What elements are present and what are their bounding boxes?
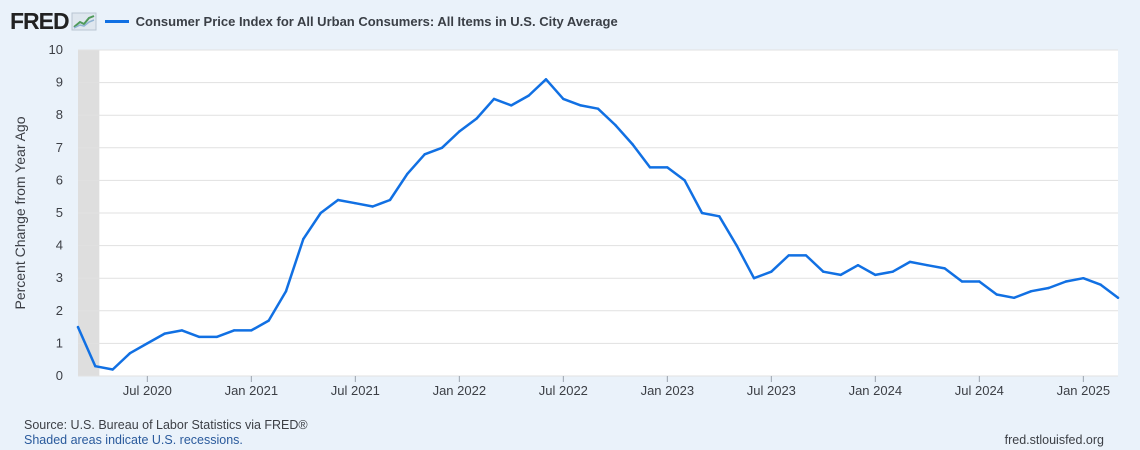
x-tick-label: Jan 2024 <box>849 383 903 398</box>
data-point <box>475 117 478 120</box>
x-tick-label: Jul 2021 <box>331 383 380 398</box>
data-point <box>354 202 357 205</box>
data-point <box>76 325 80 329</box>
data-point <box>960 280 964 283</box>
data-point <box>856 264 860 267</box>
data-point <box>1047 286 1050 290</box>
data-point <box>319 211 322 215</box>
data-point <box>579 104 582 107</box>
data-point <box>232 329 236 332</box>
data-point <box>302 237 305 241</box>
y-tick-label: 5 <box>56 205 63 220</box>
x-tick-label: Jan 2023 <box>641 383 695 398</box>
line-chart: 0 1 2 3 4 5 6 7 8 9 10 Jul 2020 Jan 2021 Jul 2021 Jan… <box>12 42 1120 398</box>
data-points <box>76 78 1120 371</box>
data-point <box>146 342 149 345</box>
legend-line-swatch <box>104 19 129 23</box>
data-point <box>874 273 877 277</box>
data-point <box>198 335 201 339</box>
data-point <box>943 267 946 270</box>
data-point <box>423 153 426 156</box>
y-tick-label: 0 <box>56 368 63 383</box>
x-tick-label: Jan 2021 <box>225 383 279 398</box>
data-point <box>1082 277 1085 280</box>
data-point <box>908 260 912 264</box>
data-point <box>596 107 600 110</box>
y-axis-ticks: 0 1 2 3 4 5 6 7 8 9 10 <box>49 42 63 383</box>
y-axis-label: Percent Change from Year Ago <box>12 116 28 309</box>
data-point <box>683 179 686 182</box>
recession-note: Shaded areas indicate U.S. recessions. <box>24 433 243 447</box>
data-point <box>406 172 409 176</box>
data-point <box>631 143 634 146</box>
x-tick-label: Jul 2020 <box>123 383 172 398</box>
data-point <box>492 97 496 101</box>
data-point <box>94 365 97 368</box>
data-point <box>1064 280 1068 283</box>
data-point <box>926 264 929 267</box>
data-point <box>804 254 808 257</box>
data-point <box>700 211 704 215</box>
data-point <box>1030 290 1033 293</box>
data-point <box>215 335 218 339</box>
data-point <box>614 123 617 127</box>
x-tick-label: Jul 2024 <box>955 383 1004 398</box>
y-tick-label: 8 <box>56 107 63 122</box>
data-point <box>839 273 842 277</box>
fred-graph-icon <box>71 12 97 31</box>
data-point <box>562 97 565 101</box>
y-tick-label: 10 <box>49 42 63 57</box>
data-point <box>1012 296 1016 299</box>
data-point <box>770 270 773 273</box>
y-tick-label: 1 <box>56 335 63 350</box>
data-point <box>128 352 132 355</box>
data-point <box>1099 283 1102 286</box>
y-tick-label: 2 <box>56 303 63 318</box>
x-axis-ticks: Jul 2020 Jan 2021 Jul 2021 Jan 2022 Jul 2022… <box>123 376 1110 398</box>
chart-footer: Source: U.S. Bureau of Labor Statistics … <box>24 418 308 448</box>
y-tick-label: 7 <box>56 140 63 155</box>
data-point <box>180 329 184 332</box>
data-point <box>250 329 253 332</box>
data-point <box>267 319 270 322</box>
data-point <box>458 130 461 133</box>
data-point <box>735 244 738 247</box>
data-point <box>822 270 825 273</box>
x-tick-label: Jan 2022 <box>433 383 487 398</box>
x-tick-label: Jul 2022 <box>539 383 588 398</box>
data-point <box>752 277 756 280</box>
x-tick-label: Jul 2023 <box>747 383 796 398</box>
data-point <box>111 368 114 371</box>
data-point <box>666 166 669 169</box>
data-point <box>787 254 790 257</box>
data-point <box>995 293 998 296</box>
data-point <box>336 198 340 202</box>
fred-logo[interactable]: FRED <box>10 7 70 34</box>
data-point <box>544 78 548 81</box>
data-point <box>648 166 652 169</box>
data-point <box>440 146 444 149</box>
data-point <box>163 332 166 335</box>
data-point <box>1116 296 1120 299</box>
y-tick-label: 4 <box>56 238 63 253</box>
data-point <box>284 290 288 293</box>
y-tick-label: 3 <box>56 270 63 285</box>
data-point <box>718 215 721 218</box>
y-tick-label: 9 <box>56 75 63 90</box>
legend-series-label: Consumer Price Index for All Urban Consu… <box>135 13 618 29</box>
data-point <box>371 205 374 208</box>
data-point <box>510 104 513 107</box>
site-link[interactable]: fred.stlouisfed.org <box>1004 433 1104 447</box>
data-point <box>891 270 894 273</box>
source-note: Source: U.S. Bureau of Labor Statistics … <box>24 418 308 432</box>
chart-header: FRED Consumer Price Index for All Urban … <box>10 8 618 34</box>
y-tick-label: 6 <box>56 172 63 187</box>
data-point <box>527 94 530 97</box>
data-point <box>978 280 981 283</box>
gridlines <box>78 49 1118 377</box>
data-point <box>388 198 392 202</box>
x-tick-label: Jan 2025 <box>1057 383 1111 398</box>
